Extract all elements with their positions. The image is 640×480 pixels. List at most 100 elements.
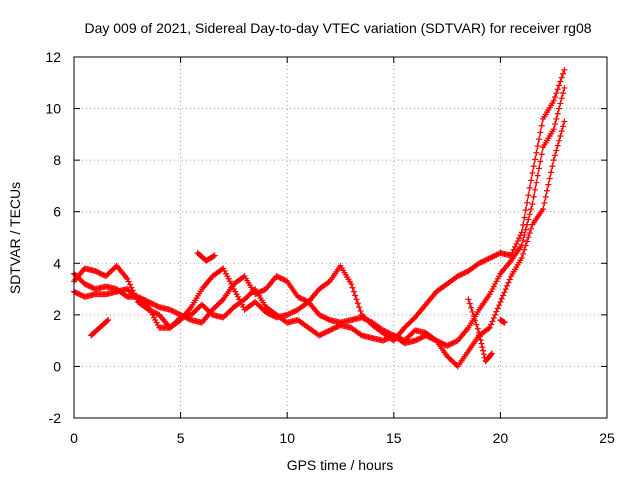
data-point [510,246,517,253]
data-point [537,158,544,165]
data-point [357,331,364,338]
data-point [488,254,495,261]
data-point [429,335,436,342]
series-line [73,121,565,368]
data-point [350,288,357,295]
data-point [521,214,528,221]
data-point [556,105,563,112]
y-tick-label: 6 [53,204,61,220]
data-point [479,344,486,351]
data-point [500,292,507,299]
data-point [496,302,503,309]
data-point [384,335,391,342]
data-point [536,165,543,172]
y-tick-label: 2 [53,307,61,323]
data-point [466,300,473,307]
data-point [380,327,387,334]
data-point [505,279,512,286]
data-point [549,163,556,170]
data-point [298,295,305,302]
data-point [97,270,104,277]
data-point [81,280,88,287]
data-point [508,252,515,259]
data-point [318,331,325,338]
data-point [501,319,508,326]
data-point [554,142,561,149]
data-point [76,291,83,298]
data-point [290,308,297,315]
series-track-g [497,317,508,326]
data-point [484,256,491,263]
data-point [381,336,388,343]
data-point [430,336,437,343]
data-point [533,179,540,186]
data-point [428,335,435,342]
data-point [325,279,332,286]
data-point [482,257,489,264]
y-tick-label: 10 [45,101,61,117]
data-point [324,328,331,335]
data-point [446,341,453,348]
data-point [488,350,495,357]
data-point [366,318,373,325]
data-point [96,269,103,276]
data-point [462,269,469,276]
data-point [490,315,497,322]
data-point [321,314,328,321]
data-point [469,308,476,315]
data-point [274,273,281,280]
data-point [470,313,477,320]
data-point [529,170,536,177]
data-point [465,296,472,303]
data-point [240,274,247,281]
data-point [154,303,161,310]
data-point [302,297,309,304]
data-point [278,275,285,282]
series-track-f [465,296,495,365]
data-point [456,272,463,279]
data-point [288,309,295,316]
data-point [284,311,291,318]
data-point [260,287,267,294]
data-point [476,333,483,340]
data-point [289,309,296,316]
data-point [544,187,551,194]
data-point [546,175,553,182]
data-point [357,307,364,314]
data-point [354,300,361,307]
data-point [558,74,565,81]
data-point [317,331,324,338]
data-point [550,97,557,104]
data-point [385,335,392,342]
data-point [512,243,519,250]
data-point [324,315,331,322]
data-point [557,132,564,139]
data-point [460,270,467,277]
y-tick-label: 4 [53,255,61,271]
data-point [320,313,327,320]
data-point [498,295,505,302]
data-point [481,257,488,264]
data-point [520,250,527,257]
data-point [381,327,388,334]
data-point [473,321,480,328]
data-point [548,169,555,176]
data-point [285,311,292,318]
data-point [211,252,218,259]
series-layer [71,66,568,370]
data-point [276,274,283,281]
data-point [286,310,293,317]
data-point [558,95,565,102]
data-point [560,123,567,130]
data-point [318,313,325,320]
x-axis-label: GPS time / hours [287,457,394,473]
data-point [382,336,389,343]
data-point [349,284,356,291]
data-point [538,122,545,129]
data-point [145,298,152,305]
data-point [104,317,111,324]
data-point [476,260,483,267]
data-point [554,86,561,93]
data-point [410,328,417,335]
data-point [444,342,451,349]
